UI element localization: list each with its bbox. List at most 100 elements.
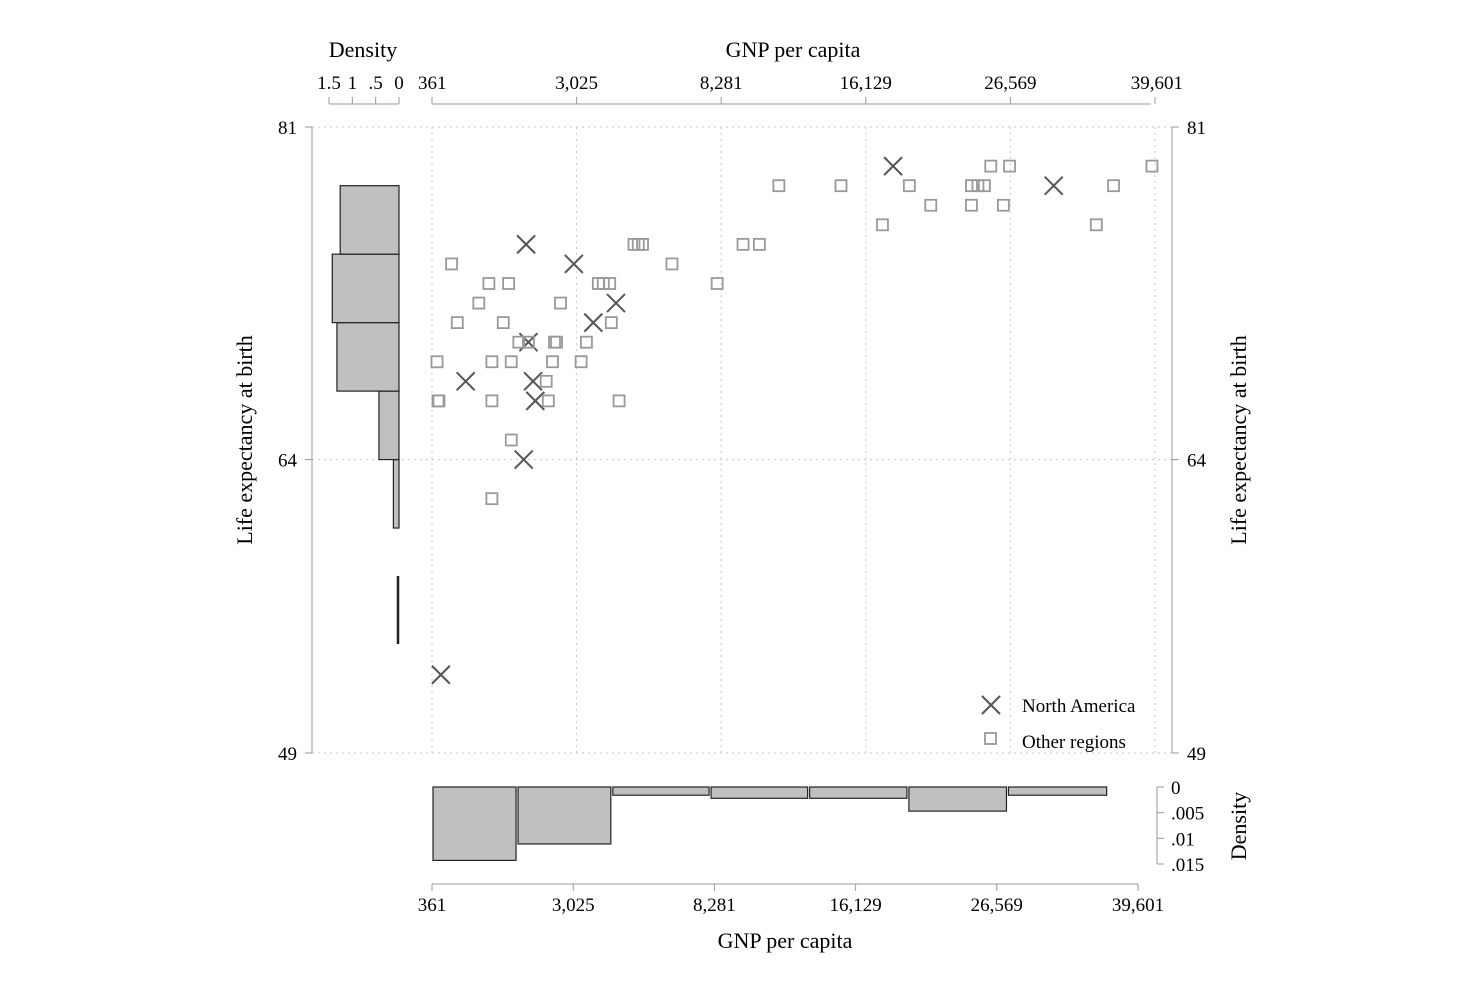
bottom-hist-bar-2: [612, 786, 710, 796]
point-other-regions-13: [1089, 218, 1103, 232]
point-other-regions-39: [485, 355, 499, 369]
left-hist-bar-5: [331, 253, 400, 324]
left-hist-bars: [331, 185, 400, 644]
left-hist-bar-3: [378, 390, 400, 461]
point-other-regions-3: [772, 179, 786, 193]
left-hist-tick-label-3: 0: [394, 73, 404, 94]
legend-marker-other-regions: [984, 732, 997, 745]
point-other-regions-1: [984, 159, 998, 173]
point-north-america-7: [523, 371, 543, 392]
point-other-regions-9: [924, 198, 938, 212]
point-other-regions-37: [580, 335, 593, 349]
point-north-america-8: [455, 371, 476, 392]
left-hist-bar-2: [392, 458, 400, 529]
left-hist-tick-label-2: .5: [369, 73, 383, 94]
point-other-regions-11: [996, 198, 1010, 212]
point-other-regions-20: [445, 257, 458, 271]
point-other-regions-50: [485, 492, 499, 506]
point-other-regions-49: [504, 433, 518, 447]
x-tick-label-top-3: 16,129: [840, 73, 892, 94]
legend: North America Other regions: [981, 695, 1136, 753]
point-other-regions-19: [636, 237, 649, 251]
bottom-hist-bar-1: [517, 786, 612, 845]
left-hist-tick-label-0: 1.5: [317, 73, 341, 94]
point-other-regions-33: [512, 335, 526, 349]
point-other-regions-34: [522, 335, 535, 349]
point-other-regions-14: [1107, 179, 1120, 193]
bottom-hist-xtick-label-0: 361: [418, 895, 447, 916]
bottom-hist-xtick-label-5: 39,601: [1112, 895, 1164, 916]
left-density-histogram: Density 1.5 1.5 0: [317, 37, 404, 644]
x-tick-label-top-1: 3,025: [555, 73, 598, 94]
bottom-hist-ytick-label-0: 0: [1171, 778, 1181, 799]
gridlines: [312, 126, 1172, 754]
point-other-regions-5: [902, 179, 916, 193]
point-other-regions-29: [554, 296, 567, 310]
y-tick-label-right-2: 81: [1187, 118, 1206, 139]
point-other-regions-22: [482, 277, 496, 290]
y-tick-label-left-0: 49: [278, 744, 297, 765]
y-tick-label-left-1: 64: [278, 451, 298, 472]
bottom-density-histogram: 0 .005 .01 .015 Density 361 3,025 8,281 16,129…: [418, 778, 1251, 953]
legend-label-north-america: North America: [1022, 696, 1136, 717]
point-other-regions-18: [631, 237, 645, 251]
bottom-hist-bar-3: [710, 786, 809, 799]
bottom-hist-bar-4: [809, 786, 908, 799]
point-other-regions-27: [710, 277, 724, 290]
y-axis-left: 49 64 81: [278, 118, 313, 765]
bottom-hist-bar-6: [1007, 786, 1108, 796]
left-hist-bar-4: [336, 322, 400, 392]
point-other-regions-0: [1145, 159, 1159, 173]
bottom-hist-ytitle: Density: [1226, 792, 1251, 860]
point-north-america-5: [583, 312, 604, 333]
point-north-america-0: [883, 156, 903, 176]
x-tick-label-top-2: 8,281: [700, 73, 743, 94]
point-other-regions-41: [546, 355, 559, 369]
point-other-regions-31: [496, 316, 510, 330]
bottom-hist-xtick-label-4: 26,569: [971, 895, 1023, 916]
point-other-regions-42: [574, 355, 588, 369]
bottom-hist-xtick-label-3: 16,129: [829, 895, 881, 916]
scatter-points: [430, 156, 1159, 685]
point-north-america-2: [516, 234, 536, 255]
point-other-regions-6: [965, 179, 978, 193]
point-other-regions-47: [541, 394, 555, 408]
point-other-regions-4: [834, 179, 848, 193]
point-other-regions-8: [977, 179, 991, 193]
point-other-regions-48: [612, 394, 626, 408]
bottom-hist-bars: [432, 786, 1108, 862]
point-other-regions-7: [971, 179, 985, 193]
x-tick-label-top-5: 39,601: [1131, 73, 1183, 94]
bottom-hist-xtick-label-1: 3,025: [552, 895, 595, 916]
x-tick-label-top-0: 361: [418, 73, 447, 94]
bottom-hist-bar-0: [432, 786, 517, 862]
y-tick-label-left-2: 81: [278, 118, 297, 139]
bottom-hist-xticks: 361 3,025 8,281 16,129 26,569 39,601: [418, 884, 1164, 916]
point-north-america-10: [514, 449, 534, 470]
y-tick-label-right-1: 64: [1187, 451, 1207, 472]
left-hist-title: Density: [329, 37, 397, 62]
point-north-america-11: [431, 665, 451, 685]
bottom-hist-xtitle: GNP per capita: [718, 928, 853, 953]
bottom-hist-ytick-label-1: .005: [1171, 804, 1204, 825]
point-other-regions-30: [450, 316, 464, 330]
point-other-regions-45: [432, 394, 446, 408]
scatter-plot: 49 64 81 49 64 81 361 3,025 8,281 16,129 26,569 3…: [232, 37, 1251, 765]
point-other-regions-46: [485, 394, 499, 408]
left-hist-tick-label-1: 1: [348, 73, 358, 94]
point-other-regions-21: [665, 257, 679, 271]
left-hist-ticks: 1.5 1.5 0: [317, 73, 404, 104]
point-north-america-3: [564, 254, 584, 274]
bottom-hist-bar-5: [908, 786, 1008, 812]
bottom-hist-ytick-label-2: .01: [1171, 829, 1195, 850]
point-other-regions-12: [876, 218, 889, 232]
point-north-america-9: [525, 391, 546, 411]
x-tick-label-top-4: 26,569: [984, 73, 1036, 94]
y-axis-left-title: Life expectancy at birth: [232, 335, 257, 545]
point-other-regions-32: [604, 316, 618, 330]
legend-marker-north-america: [981, 695, 1001, 715]
point-other-regions-43: [539, 374, 553, 388]
point-other-regions-36: [550, 335, 563, 349]
point-north-america-1: [1043, 175, 1064, 196]
